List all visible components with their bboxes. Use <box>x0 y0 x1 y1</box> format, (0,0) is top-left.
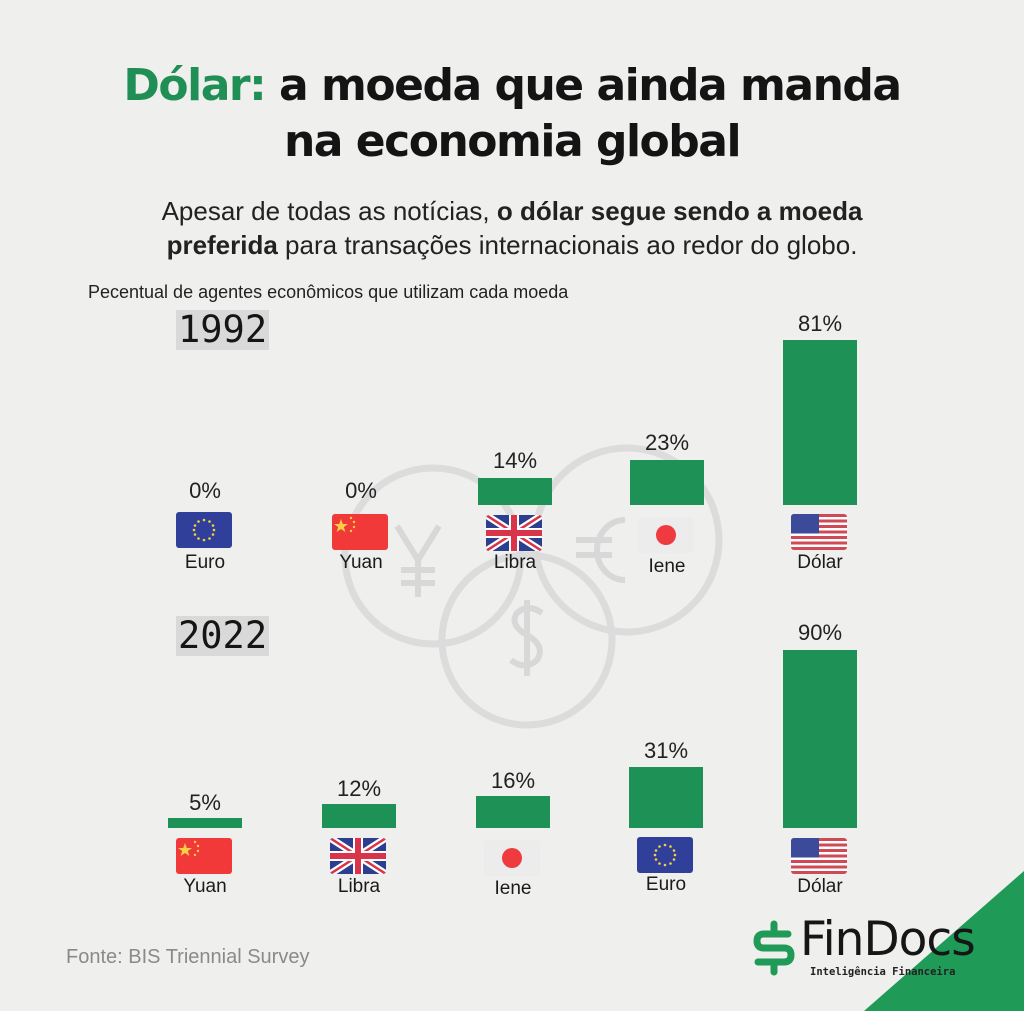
currency-label: Dólar <box>797 552 843 573</box>
chart-caption: Pecentual de agentes econômicos que util… <box>88 282 569 302</box>
year-label-2022: 2022 <box>176 614 270 657</box>
usa-flag-icon <box>791 838 847 874</box>
subtitle-text: Apesar de todas as notícias, <box>161 196 497 226</box>
value-label: 14% <box>492 448 538 473</box>
logo-name: FinDocs <box>800 912 976 967</box>
bar <box>168 818 242 828</box>
bar <box>476 796 550 828</box>
dollar-logo-icon <box>753 920 795 976</box>
source-note: Fonte: BIS Triennial Survey <box>66 946 310 968</box>
eu-flag-icon <box>176 512 232 548</box>
bar <box>322 804 396 828</box>
bar <box>783 340 857 505</box>
currency-label: Yuan <box>339 552 383 573</box>
year-label-1992: 1992 <box>176 308 270 351</box>
value-label: 90% <box>797 620 843 645</box>
china-flag-icon <box>332 514 388 550</box>
uk-flag-icon <box>330 838 386 874</box>
subtitle-bold: preferida <box>166 230 278 260</box>
value-label: 0% <box>189 478 221 503</box>
currency-label: Iene <box>494 878 532 899</box>
bar <box>629 767 703 828</box>
corner-decoration <box>864 871 1024 1011</box>
findocs-logo: FinDocs Inteligência Financeira <box>752 912 992 988</box>
logo-tagline: Inteligência Financeira <box>810 966 956 978</box>
currency-label: Euro <box>184 552 226 573</box>
eu-flag-icon <box>637 837 693 873</box>
japan-flag-icon <box>484 840 540 876</box>
value-label: 0% <box>345 478 377 503</box>
title-line1: a moeda que ainda manda <box>265 60 902 111</box>
title-accent: Dólar: <box>123 60 266 111</box>
china-flag-icon <box>176 838 232 874</box>
currency-label: Dólar <box>797 876 843 897</box>
currency-label: Libra <box>493 552 537 573</box>
subtitle-text: para transações internacionais ao redor … <box>277 230 858 260</box>
currency-label: Libra <box>337 876 381 897</box>
subtitle: Apesar de todas as notícias, o dólar seg… <box>0 194 1024 262</box>
subtitle-bold: o dólar segue sendo a moeda <box>496 196 863 226</box>
value-label: 23% <box>644 430 690 455</box>
currency-label: Euro <box>645 874 687 895</box>
bar <box>783 650 857 828</box>
page-title: Dólar: a moeda que ainda manda na econom… <box>0 58 1024 170</box>
currency-label: Yuan <box>183 876 227 897</box>
value-label: 81% <box>797 311 843 336</box>
title-line2: na economia global <box>283 116 742 167</box>
japan-flag-icon <box>638 517 694 553</box>
value-label: 16% <box>490 768 536 793</box>
bar <box>478 478 552 505</box>
usa-flag-icon <box>791 514 847 550</box>
value-label: 31% <box>643 738 689 763</box>
bar <box>630 460 704 505</box>
uk-flag-icon <box>486 515 542 551</box>
value-label: 5% <box>189 790 221 815</box>
value-label: 12% <box>336 776 382 801</box>
currency-label: Iene <box>648 556 686 577</box>
